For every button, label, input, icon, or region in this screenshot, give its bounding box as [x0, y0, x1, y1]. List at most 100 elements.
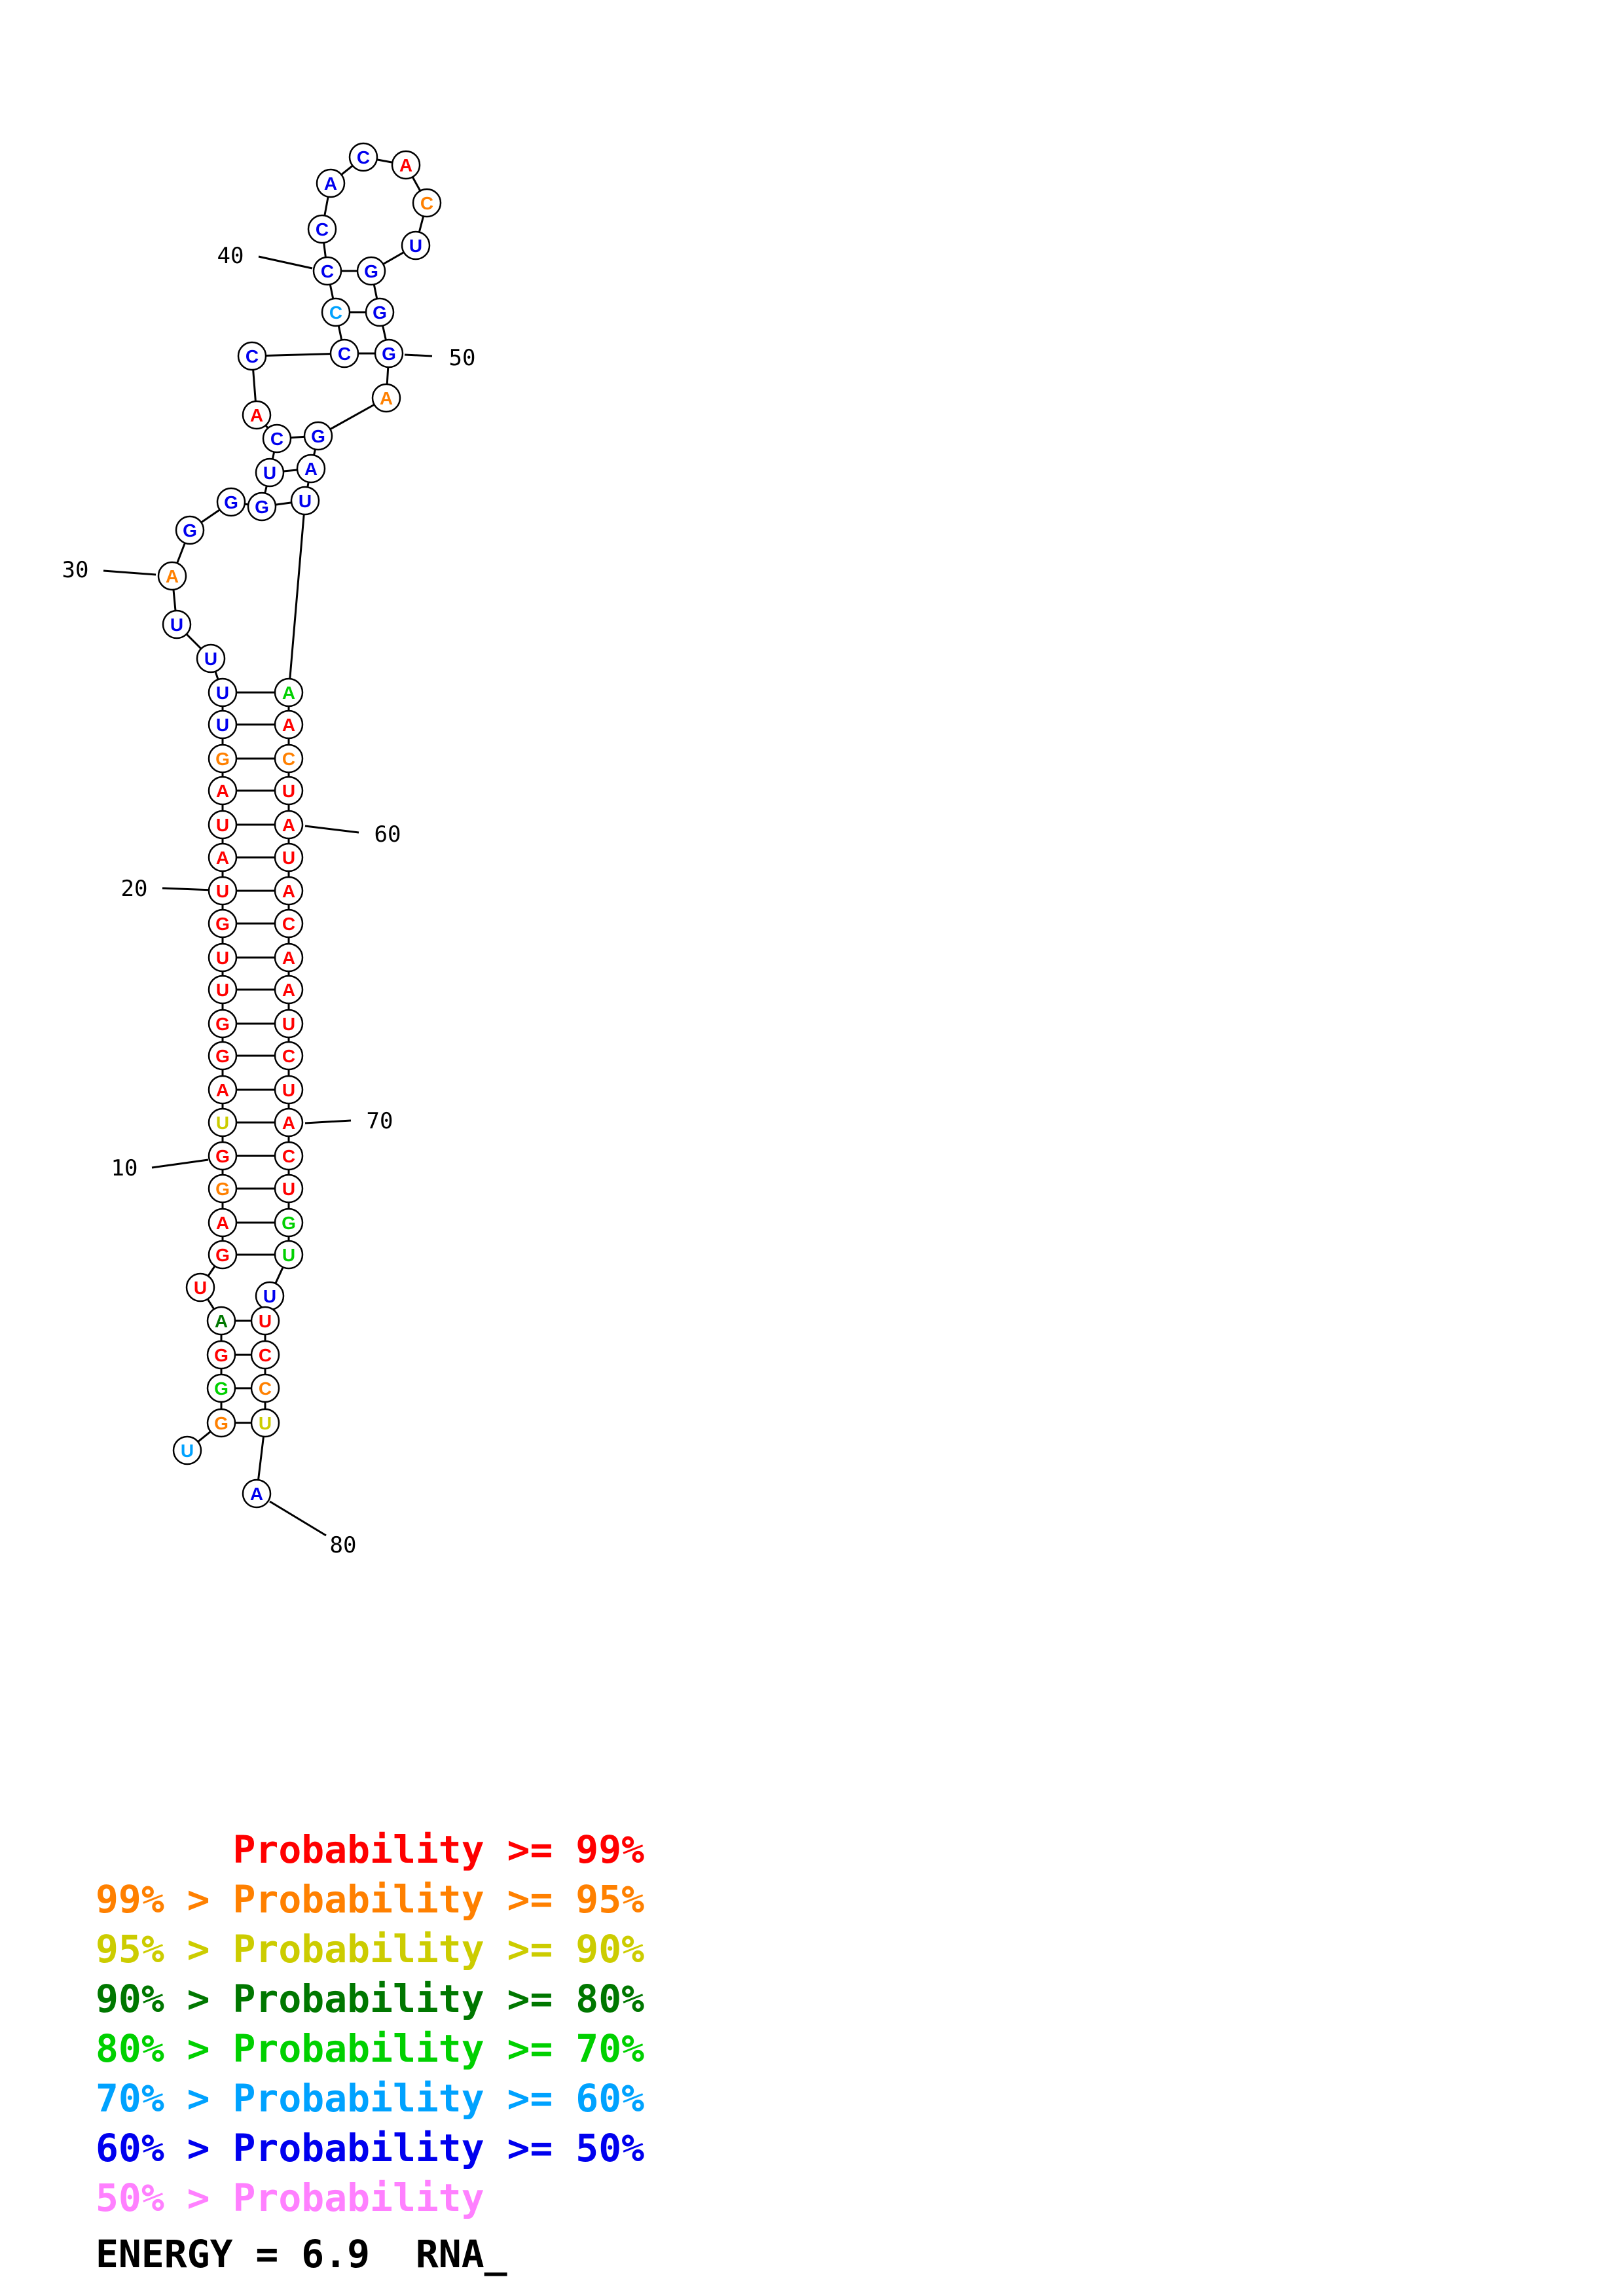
nucleotide-circle: [412, 188, 442, 218]
nucleotide-circle: [208, 908, 238, 939]
nucleotide-circle: [208, 1141, 238, 1171]
nucleotide-3: G: [206, 1373, 236, 1403]
nucleotide-circle: [401, 230, 431, 260]
nucleotide-20: U: [208, 810, 238, 840]
nucleotide-62: C: [274, 1041, 304, 1071]
nucleotide-base: C: [282, 914, 295, 934]
nucleotide-base: U: [181, 1441, 194, 1461]
nucleotide-circle: [303, 421, 333, 451]
nucleotide-39: A: [316, 168, 346, 198]
nucleotide-circle: [157, 561, 187, 591]
nucleotide-base: U: [263, 463, 276, 483]
nucleotide-circle: [274, 908, 304, 939]
nucleotide-10: G: [208, 1141, 238, 1171]
nucleotide-70: U: [250, 1306, 280, 1336]
nucleotide-base: U: [216, 715, 229, 735]
nucleotide-18: U: [208, 876, 238, 906]
nucleotide-2: G: [206, 1408, 236, 1438]
nucleotide-19: A: [208, 842, 238, 872]
position-label-40: 40: [217, 243, 244, 269]
nucleotide-circle: [274, 1208, 304, 1238]
nucleotide-circle: [208, 744, 238, 774]
label-leader-line: [404, 353, 433, 357]
nucleotide-32: C: [262, 423, 292, 454]
nucleotide-23: U: [208, 709, 238, 740]
nucleotide-circle: [274, 1009, 304, 1039]
legend-entry: Probability >= 99%: [96, 1827, 645, 1872]
nucleotide-circle: [274, 1041, 304, 1071]
nucleotide-base: A: [282, 980, 295, 1000]
nucleotide-base: A: [216, 1213, 229, 1233]
nucleotide-base: A: [282, 1113, 295, 1133]
nucleotide-35: C: [329, 338, 359, 368]
position-label-10: 10: [111, 1155, 138, 1181]
nucleotide-37: C: [312, 256, 342, 286]
nucleotide-circle: [172, 1435, 202, 1465]
nucleotide-base: C: [357, 147, 370, 168]
nucleotide-circle: [216, 487, 246, 517]
nucleotide-circle: [274, 776, 304, 806]
nucleotide-base: C: [282, 1046, 295, 1066]
nucleotide-base: C: [321, 261, 334, 281]
nucleotide-1: U: [172, 1435, 202, 1465]
nucleotide-base: A: [282, 715, 295, 735]
nucleotide-base: C: [338, 344, 351, 364]
label-leader-line: [162, 887, 214, 891]
nucleotide-base: G: [215, 749, 230, 769]
nucleotide-60: A: [274, 975, 304, 1005]
nucleotide-33: A: [242, 400, 272, 430]
nucleotide-41: A: [391, 150, 421, 180]
nucleotide-base: U: [263, 1286, 276, 1306]
nucleotide-circle: [208, 776, 238, 806]
nucleotide-36: C: [321, 297, 351, 327]
nucleotide-base: C: [282, 749, 295, 769]
nucleotide-66: U: [274, 1174, 304, 1204]
nucleotide-base: G: [255, 497, 269, 517]
nucleotide-base: U: [282, 1179, 295, 1199]
nucleotide-72: C: [250, 1373, 280, 1403]
nucleotide-circle: [374, 338, 404, 368]
nucleotide-circle: [274, 1107, 304, 1138]
nucleotide-circle: [391, 150, 421, 180]
nucleotide-56: U: [274, 842, 304, 872]
nucleotide-59: A: [274, 942, 304, 973]
label-leader-line: [151, 1158, 209, 1169]
nucleotide-42: C: [412, 188, 442, 218]
nucleotide-21: A: [208, 776, 238, 806]
nucleotide-circle: [185, 1272, 215, 1302]
nucleotide-57: A: [274, 876, 304, 906]
nucleotide-circle: [208, 942, 238, 973]
nucleotide-base: A: [250, 405, 263, 425]
nucleotide-base: C: [259, 1378, 272, 1399]
position-label-60: 60: [374, 821, 401, 848]
nucleotide-circle: [274, 1075, 304, 1105]
nucleotide-61: U: [274, 1009, 304, 1039]
nucleotide-circle: [250, 1373, 280, 1403]
nucleotide-base: U: [299, 491, 312, 511]
nucleotide-40: C: [348, 142, 378, 172]
nucleotide-base: C: [329, 302, 342, 323]
position-label-50: 50: [449, 345, 476, 371]
nucleotide-circle: [371, 383, 401, 413]
nucleotide-base: U: [409, 236, 422, 256]
nucleotide-circle: [274, 677, 304, 708]
label-leader-line: [269, 1500, 327, 1537]
nucleotide-circle: [312, 256, 342, 286]
nucleotide-circle: [296, 454, 326, 484]
nucleotide-circle: [242, 1479, 272, 1509]
nucleotide-base: U: [216, 1113, 229, 1133]
nucleotide-29: G: [216, 487, 246, 517]
nucleotide-base: U: [282, 1080, 295, 1100]
nucleotide-circle: [316, 168, 346, 198]
nucleotide-base: A: [380, 388, 393, 408]
nucleotide-base: C: [259, 1345, 272, 1365]
nucleotide-circle: [356, 256, 386, 286]
nucleotide-circle: [206, 1306, 236, 1336]
nucleotide-7: G: [208, 1240, 238, 1270]
nucleotide-base: G: [215, 1146, 230, 1166]
nucleotide-43: U: [401, 230, 431, 260]
nucleotide-base: C: [246, 346, 259, 367]
legend-entry: 60% > Probability >= 50%: [96, 2126, 645, 2170]
nucleotide-52: A: [274, 709, 304, 740]
nucleotide-69: U: [255, 1281, 285, 1311]
